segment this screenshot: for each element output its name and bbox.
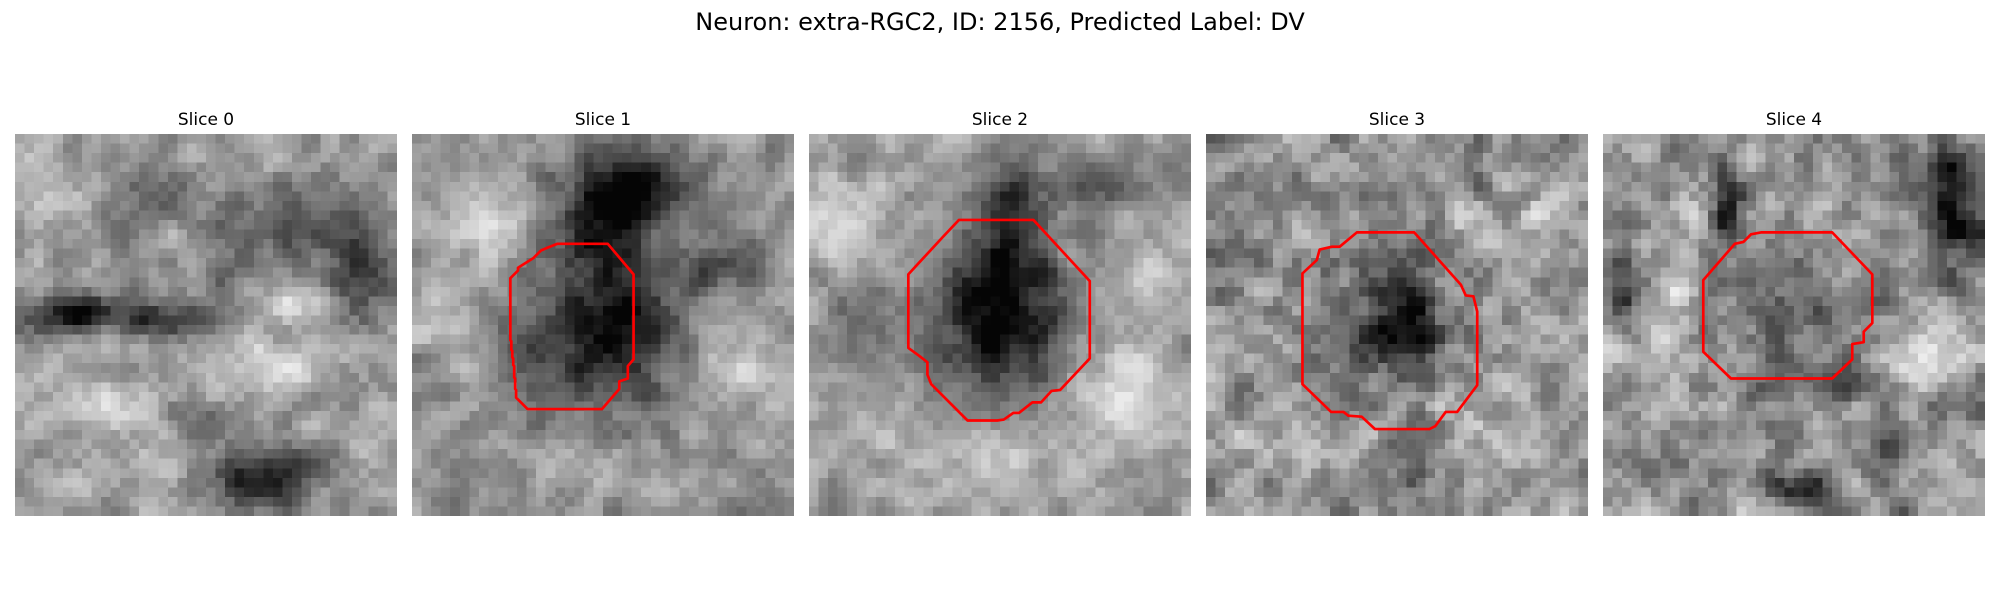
slice-title-2: Slice 2 <box>971 110 1029 130</box>
slice-panel-1: Slice 1 <box>412 110 794 522</box>
slice-image-1 <box>412 134 794 516</box>
figure-title: Neuron: extra-RGC2, ID: 2156, Predicted … <box>695 8 1305 36</box>
slice-title-4: Slice 4 <box>1765 110 1823 130</box>
segmentation-outline-2 <box>906 218 1092 422</box>
segmentation-outline-3 <box>1301 231 1479 431</box>
slice-panel-0: Slice 0 <box>15 110 397 522</box>
slice-title-1: Slice 1 <box>574 110 632 130</box>
slice-image-0 <box>15 134 397 516</box>
slice-image-2 <box>809 134 1191 516</box>
slice-title-0: Slice 0 <box>177 110 235 130</box>
segmentation-outline-1 <box>509 242 635 411</box>
slice-image-4 <box>1603 134 1985 516</box>
slice-title-3: Slice 3 <box>1368 110 1426 130</box>
slice-image-3 <box>1206 134 1588 516</box>
slice-panel-3: Slice 3 <box>1206 110 1588 522</box>
segmentation-outline-4 <box>1701 231 1874 380</box>
slice-panel-4: Slice 4 <box>1603 110 1985 522</box>
slice-panel-2: Slice 2 <box>809 110 1191 522</box>
